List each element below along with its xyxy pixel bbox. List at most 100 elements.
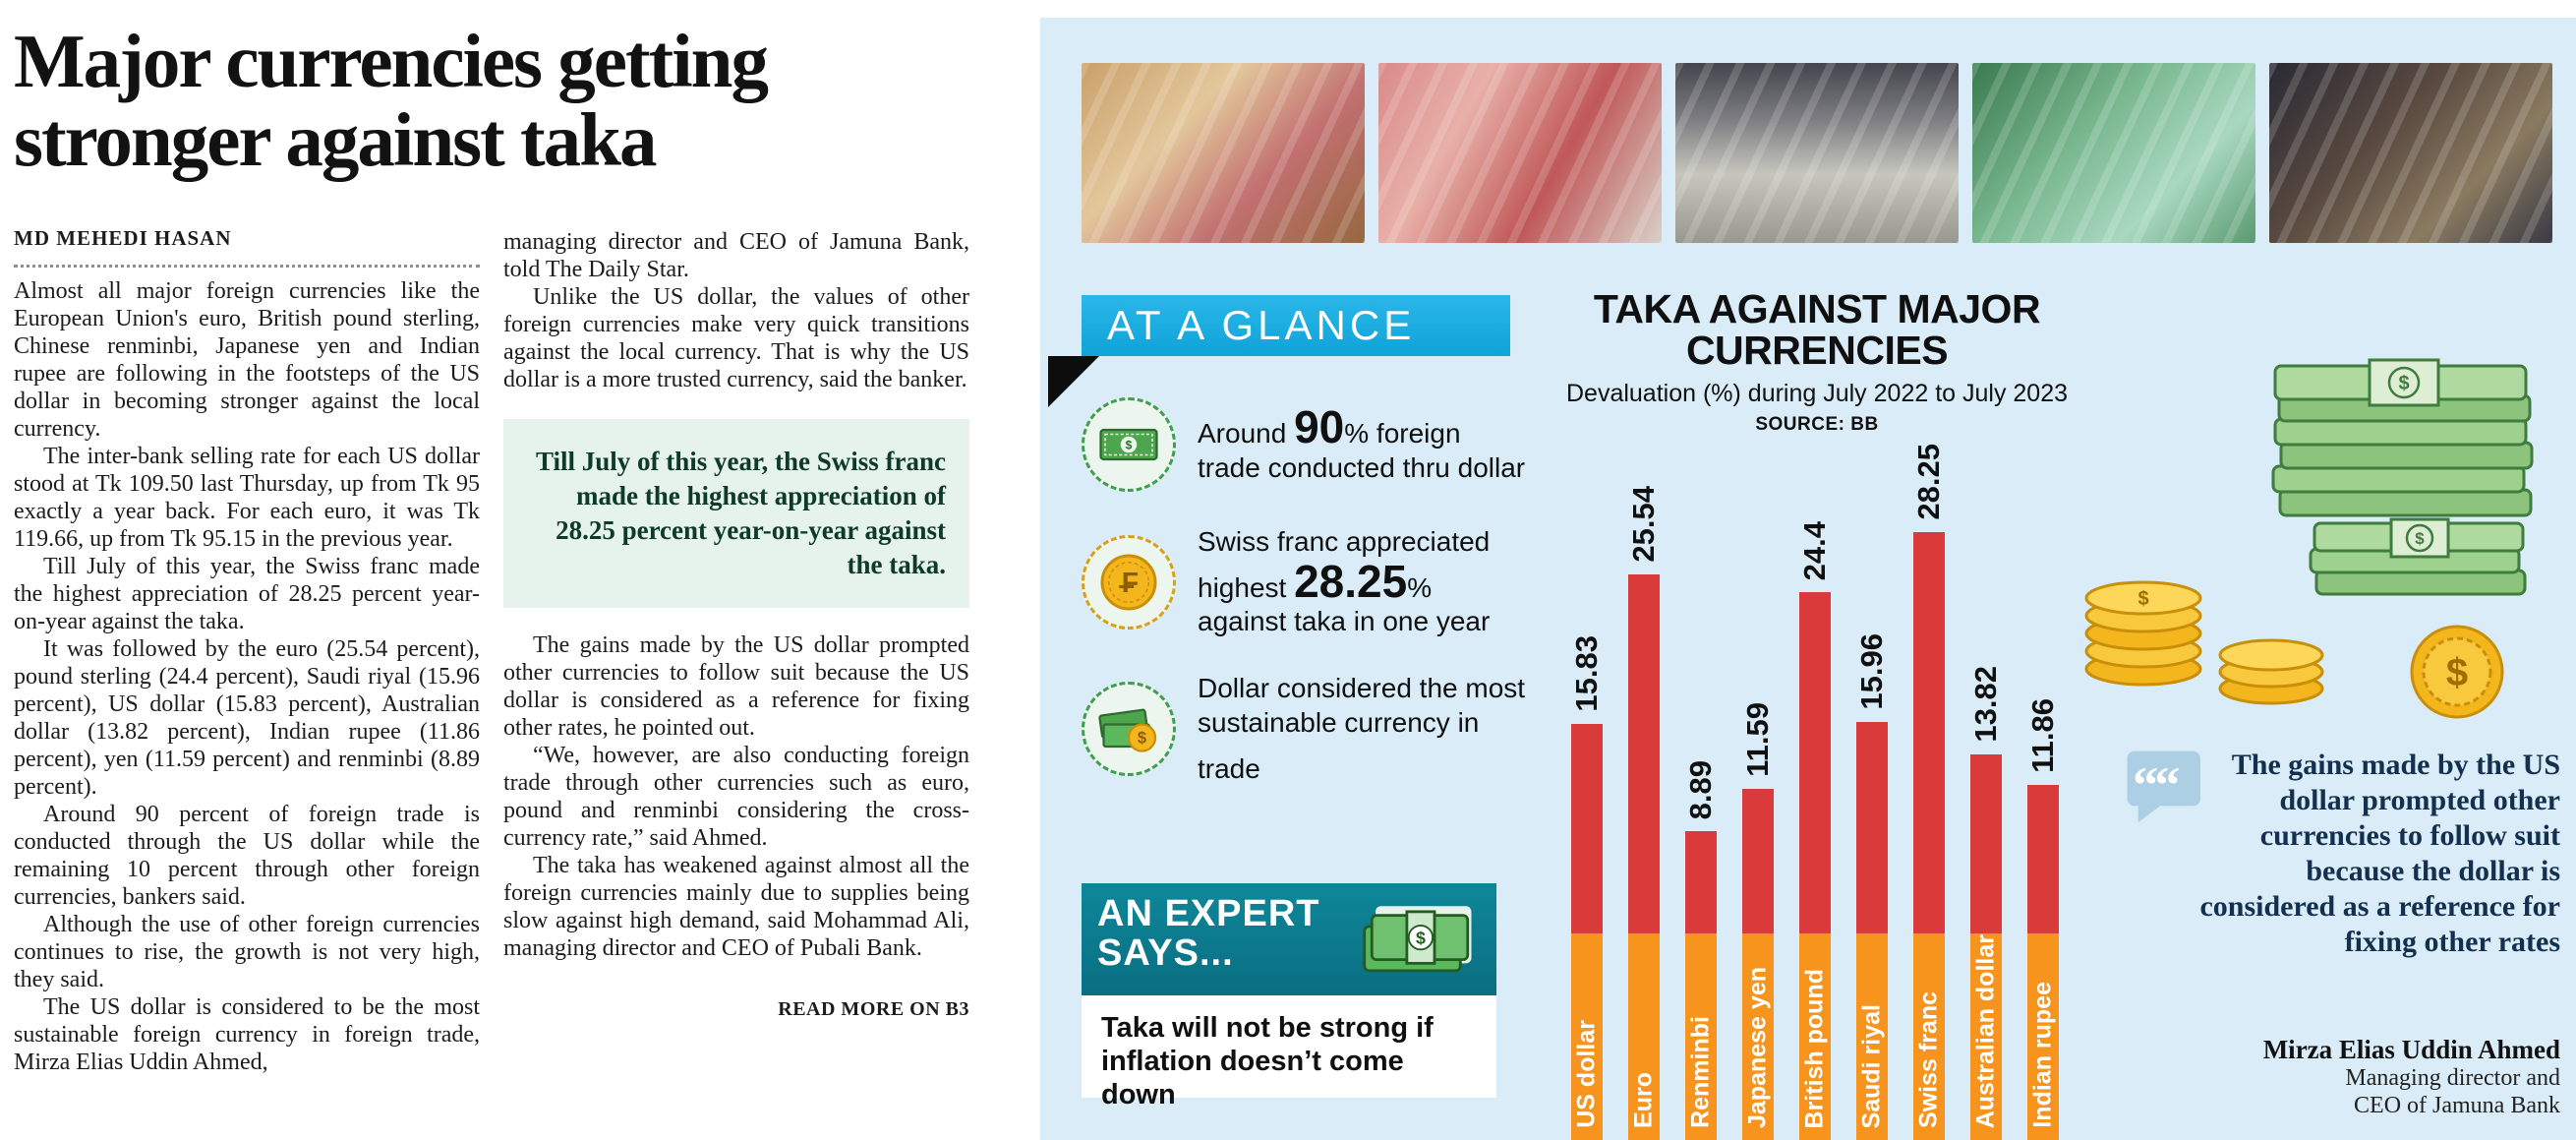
currency-photo-2 [1378,63,1662,243]
article-paragraph: The taka has weakened against almost all… [503,853,969,962]
bar-value-label: 15.96 [1854,633,1889,710]
glance-list: $ Around 90% foreign trade conducted thru… [1082,397,1534,819]
bar-category-label: Saudi riyal [1857,1003,1886,1128]
bar-red-segment [1571,724,1603,933]
bar-category-label: US dollar [1572,1020,1601,1128]
article-paragraph: The gains made by the US dollar prompted… [503,632,969,742]
bar-us-dollar: 15.83 US dollar [1569,635,1604,1140]
article-paragraph: Almost all major foreign currencies like… [14,278,480,442]
quote-role-line-1: Managing director and [2345,1065,2560,1091]
bar-value-label: 28.25 [1911,444,1946,520]
bar-red-segment [1970,754,2002,933]
bar-category-label: British pound [1800,968,1829,1128]
bar-red-segment [1685,831,1717,933]
currency-photo-3 [1675,63,1959,243]
bar-red-segment [1913,532,1945,933]
bar-value-label: 15.83 [1569,635,1604,712]
photo-strip [1082,63,2556,243]
article-column-2-top: managing director and CEO of Jamuna Bank… [503,228,969,393]
glance-item-text: Swiss franc appreciated highest 28.25% a… [1198,526,1491,637]
bar-red-segment [1742,789,1774,933]
svg-text:$: $ [2398,373,2409,394]
glance-item-text: Around 90% foreign trade conducted thru … [1198,401,1526,483]
svg-text:F: F [1122,567,1139,598]
article-paragraph: Around 90 percent of foreign trade is co… [14,802,480,910]
pull-quote: Till July of this year, the Swiss franc … [503,419,969,609]
quote-author: Mirza Elias Uddin Ahmed [2262,1035,2560,1064]
article-paragraph: “We, however, are also conducting foreig… [503,743,969,852]
svg-text:$: $ [1126,439,1133,452]
svg-text:$: $ [2415,529,2425,548]
expert-says-title: AN EXPERT SAYS... [1097,893,1320,974]
bar-category-label: Indian rupee [2028,982,2057,1128]
article-column-2: managing director and CEO of Jamuna Bank… [503,228,969,1023]
bar-red-segment [1628,574,1660,933]
bar-value-label: 24.4 [1797,520,1832,580]
svg-text:$: $ [1416,929,1426,948]
bar-category-label: Swiss franc [1914,991,1943,1128]
bar-value-label: 25.54 [1626,486,1661,563]
chart-title: TAKA AGAINST MAJOR CURRENCIES [1593,286,2041,373]
bar-indian-rupee: 11.86 Indian rupee [2025,698,2060,1140]
bar-japanese-yen: 11.59 Japanese yen [1740,702,1775,1140]
glance-item-text: Dollar considered the most sustainable c… [1198,673,1526,784]
article-headline: Major currencies getting stronger agains… [14,19,769,183]
at-a-glance-label: AT A GLANCE [1107,302,1416,348]
currency-photo-1 [1082,63,1365,243]
article-paragraph: The US dollar is considered to be the mo… [14,994,480,1075]
bar-australian-dollar: 13.82 Australian dollar [1968,666,2003,1140]
article-paragraph: It was followed by the euro (25.54 perce… [14,636,480,800]
expert-quote-text: Taka will not be strong if inflation doe… [1082,995,1496,1110]
bar-british-pound: 24.4 British pound [1797,521,1832,1140]
money-bundle-icon: $ [1363,906,1472,973]
article-column-2-bottom: The gains made by the US dollar prompted… [503,631,969,962]
bar-red-segment [1799,592,1831,933]
quote-icon: ““ [2127,750,2200,823]
bar-chart: 15.83 US dollar 25.54 Euro 8.89 Renminbi 11.59… [1569,444,2073,1140]
chart-subtitle: Devaluation (%) during July 2022 to July… [1565,379,2069,407]
expert-big-quote: The gains made by the US dollar prompted… [2199,749,2560,958]
dollar-bill-icon: $ [1082,397,1176,492]
svg-text:$: $ [2446,651,2468,694]
article-paragraph: Till July of this year, the Swiss franc … [14,554,480,634]
article-paragraph: The inter-bank selling rate for each US … [14,444,480,552]
read-more-link[interactable]: READ MORE ON B3 [778,998,969,1021]
at-a-glance-banner: AT A GLANCE [1082,295,1510,356]
currency-photo-5 [2269,63,2552,243]
bar-renminbi: 8.89 Renminbi [1683,760,1718,1140]
bar-value-label: 8.89 [1683,759,1718,819]
glance-item: $ Dollar considered the most sustainable … [1082,672,1534,785]
bar-category-label: Japanese yen [1743,967,1772,1128]
money-illustration: $ $ $ $ [2084,358,2534,719]
svg-text:$: $ [2137,588,2148,610]
svg-text:$: $ [1138,729,1146,747]
chart-header: TAKA AGAINST MAJOR CURRENCIES Devaluatio… [1551,286,2082,436]
bar-value-label: 11.59 [1740,702,1775,777]
bar-value-label: 11.86 [2025,698,2060,773]
bar-value-label: 13.82 [1968,666,2003,743]
expert-says-box: AN EXPERT SAYS... $ [1082,883,1496,995]
infographic-panel: AT A GLANCE $ Around 90% foreign trade co… [1040,18,2576,1140]
article-paragraph: Unlike the US dollar, the values of othe… [503,284,969,392]
currency-photo-4 [1972,63,2255,243]
article-paragraph: Although the use of other foreign curren… [14,912,480,992]
bar-category-label: Australian dollar [1971,933,2000,1128]
notes-coin-icon: $ [1082,682,1176,777]
corner-triangle-icon [1048,356,1099,407]
article-paragraph: managing director and CEO of Jamuna Bank… [503,229,969,282]
quote-attribution: Mirza Elias Uddin Ahmed Managing directo… [2171,1035,2560,1119]
bar-red-segment [1856,722,1888,933]
chart-source: SOURCE: BB [1755,413,1879,435]
bar-swiss-franc: 28.25 Swiss franc [1911,444,1946,1140]
svg-text:““: ““ [2133,758,2179,814]
glance-item: F Swiss franc appreciated highest 28.25% … [1082,525,1534,638]
article-column-1: Almost all major foreign currencies like… [14,277,480,1076]
franc-coin-icon: F [1082,534,1176,630]
bar-category-label: Euro [1629,1072,1658,1128]
bar-saudi-riyal: 15.96 Saudi riyal [1854,633,1889,1140]
article-byline: MD MEHEDI HASAN [14,226,480,268]
bar-category-label: Renminbi [1686,1016,1715,1128]
bar-red-segment [2027,785,2059,933]
bar-euro: 25.54 Euro [1626,486,1661,1140]
